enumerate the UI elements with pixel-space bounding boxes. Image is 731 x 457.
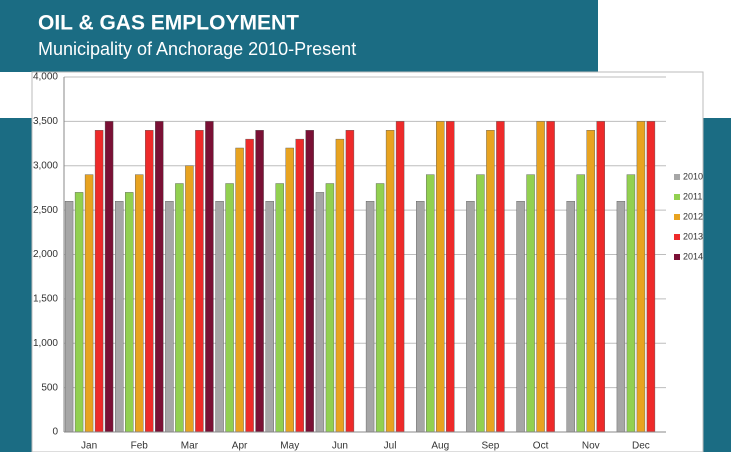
legend-swatch — [674, 174, 680, 180]
x-tick-label: May — [280, 441, 299, 452]
bar — [385, 130, 395, 433]
bar — [466, 201, 475, 433]
x-tick-label: Jul — [384, 441, 397, 452]
bar — [335, 138, 345, 433]
bar — [476, 174, 485, 433]
x-tick-label: Dec — [632, 441, 650, 452]
bar — [446, 121, 455, 433]
bar — [596, 121, 605, 433]
legend-swatch — [674, 234, 680, 240]
bar — [546, 121, 555, 433]
bar — [345, 130, 355, 433]
bar — [536, 121, 545, 433]
y-tick-label: 2,500 — [33, 205, 58, 216]
bar — [155, 121, 164, 433]
chart-title: OIL & GAS EMPLOYMENT — [38, 12, 299, 35]
y-tick-label: 500 — [41, 382, 58, 393]
bar — [426, 174, 435, 433]
y-tick-label: 3,000 — [33, 160, 58, 171]
bar — [245, 138, 254, 433]
bar — [616, 201, 626, 433]
x-tick-label: Sep — [482, 441, 500, 452]
bar — [265, 201, 274, 433]
bar — [646, 121, 656, 433]
bar — [225, 183, 234, 433]
x-tick-label: Nov — [582, 441, 600, 452]
bar — [64, 201, 74, 433]
bar — [195, 130, 204, 433]
bar — [74, 192, 84, 433]
y-tick-label: 0 — [52, 427, 58, 438]
legend-swatch — [674, 254, 680, 260]
bar — [115, 201, 124, 433]
y-tick-label: 2,000 — [33, 249, 58, 260]
bar — [375, 183, 385, 433]
bar — [325, 183, 335, 433]
bar — [305, 130, 314, 433]
legend-label: 2010 — [683, 171, 703, 181]
bar — [626, 174, 636, 433]
legend-label: 2011 — [683, 191, 702, 201]
legend-swatch — [674, 194, 680, 200]
legend-label: 2014 — [683, 251, 703, 261]
bar — [586, 130, 595, 433]
x-tick-label: Jun — [332, 441, 348, 452]
bar — [175, 183, 184, 433]
bar — [416, 201, 425, 433]
bar — [516, 201, 525, 433]
bar — [295, 138, 304, 433]
bar — [125, 192, 134, 433]
bar — [165, 201, 174, 433]
bar — [315, 192, 325, 433]
y-tick-label: 3,500 — [33, 116, 58, 127]
x-tick-label: Jan — [81, 441, 97, 452]
bar — [235, 147, 244, 433]
x-tick-label: Feb — [131, 441, 149, 452]
bar — [576, 174, 585, 433]
bar — [496, 121, 505, 433]
bar — [94, 130, 104, 433]
bar — [185, 165, 194, 433]
bar — [526, 174, 535, 433]
bar — [255, 130, 264, 433]
bar — [104, 121, 114, 433]
bar — [285, 147, 294, 433]
bar — [215, 201, 224, 433]
bar — [566, 201, 575, 433]
bar — [84, 174, 94, 433]
bar — [486, 130, 495, 433]
y-tick-label: 1,000 — [33, 338, 58, 349]
bar — [145, 130, 154, 433]
x-tick-label: Apr — [232, 441, 248, 452]
bar — [365, 201, 375, 433]
x-tick-label: Aug — [431, 441, 449, 452]
bar — [436, 121, 445, 433]
legend-label: 2012 — [683, 211, 703, 221]
bar — [395, 121, 405, 433]
chart-subtitle: Municipality of Anchorage 2010-Present — [38, 39, 356, 59]
header-band — [0, 0, 598, 72]
y-tick-label: 1,500 — [33, 294, 58, 305]
y-tick-label: 4,000 — [33, 72, 58, 83]
legend-swatch — [674, 214, 680, 220]
x-tick-label: Mar — [181, 441, 199, 452]
bar — [135, 174, 144, 433]
bar — [275, 183, 284, 433]
bar — [205, 121, 214, 433]
legend-label: 2013 — [683, 231, 703, 241]
x-tick-label: Oct — [533, 441, 549, 452]
bar — [636, 121, 646, 433]
